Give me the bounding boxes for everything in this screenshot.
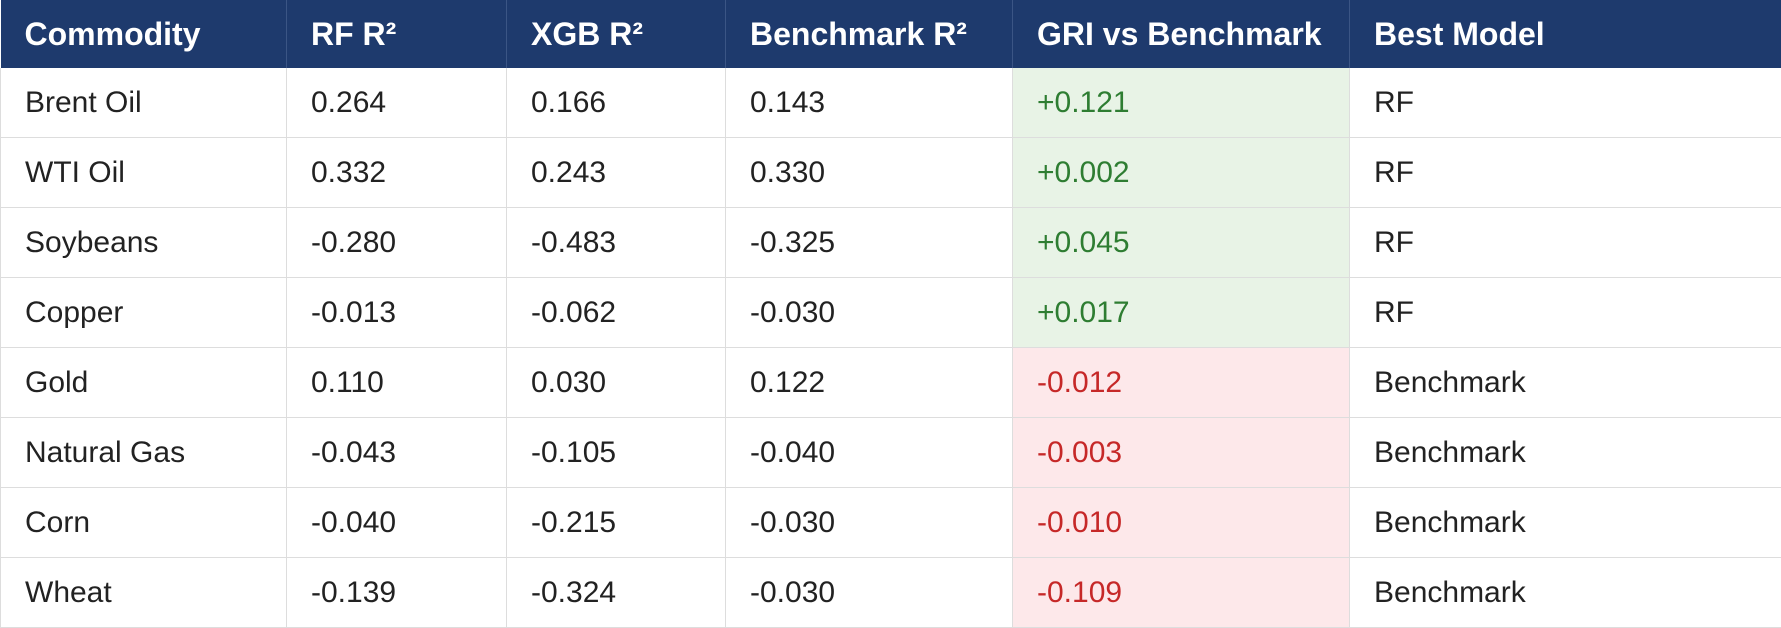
cell-commodity: Corn bbox=[1, 488, 287, 558]
cell-xgb-r2: -0.324 bbox=[507, 558, 726, 628]
cell-gri-vs-benchmark: -0.012 bbox=[1013, 348, 1350, 418]
cell-xgb-r2: -0.105 bbox=[507, 418, 726, 488]
cell-best-model: Benchmark bbox=[1350, 558, 1781, 628]
cell-rf-r2: 0.264 bbox=[287, 68, 507, 138]
cell-benchmark-r2: 0.330 bbox=[726, 138, 1013, 208]
cell-rf-r2: -0.013 bbox=[287, 278, 507, 348]
cell-commodity: Wheat bbox=[1, 558, 287, 628]
cell-best-model: Benchmark bbox=[1350, 488, 1781, 558]
cell-gri-vs-benchmark: +0.002 bbox=[1013, 138, 1350, 208]
cell-commodity: Natural Gas bbox=[1, 418, 287, 488]
cell-benchmark-r2: 0.122 bbox=[726, 348, 1013, 418]
cell-gri-vs-benchmark: -0.010 bbox=[1013, 488, 1350, 558]
cell-benchmark-r2: -0.325 bbox=[726, 208, 1013, 278]
cell-best-model: RF bbox=[1350, 278, 1781, 348]
cell-benchmark-r2: -0.030 bbox=[726, 278, 1013, 348]
cell-rf-r2: 0.110 bbox=[287, 348, 507, 418]
cell-gri-vs-benchmark: +0.017 bbox=[1013, 278, 1350, 348]
cell-benchmark-r2: 0.143 bbox=[726, 68, 1013, 138]
cell-gri-vs-benchmark: -0.003 bbox=[1013, 418, 1350, 488]
cell-rf-r2: -0.043 bbox=[287, 418, 507, 488]
header-best-model: Best Model bbox=[1350, 0, 1781, 68]
cell-commodity: WTI Oil bbox=[1, 138, 287, 208]
cell-rf-r2: -0.280 bbox=[287, 208, 507, 278]
cell-xgb-r2: 0.243 bbox=[507, 138, 726, 208]
cell-xgb-r2: -0.062 bbox=[507, 278, 726, 348]
cell-rf-r2: -0.040 bbox=[287, 488, 507, 558]
cell-best-model: Benchmark bbox=[1350, 418, 1781, 488]
cell-commodity: Copper bbox=[1, 278, 287, 348]
cell-benchmark-r2: -0.030 bbox=[726, 558, 1013, 628]
cell-commodity: Gold bbox=[1, 348, 287, 418]
cell-commodity: Soybeans bbox=[1, 208, 287, 278]
cell-best-model: RF bbox=[1350, 138, 1781, 208]
header-rf-r2: RF R² bbox=[287, 0, 507, 68]
cell-gri-vs-benchmark: +0.121 bbox=[1013, 68, 1350, 138]
cell-xgb-r2: -0.215 bbox=[507, 488, 726, 558]
header-xgb-r2: XGB R² bbox=[507, 0, 726, 68]
cell-benchmark-r2: -0.030 bbox=[726, 488, 1013, 558]
cell-xgb-r2: -0.483 bbox=[507, 208, 726, 278]
cell-commodity: Brent Oil bbox=[1, 68, 287, 138]
cell-rf-r2: -0.139 bbox=[287, 558, 507, 628]
cell-gri-vs-benchmark: -0.109 bbox=[1013, 558, 1350, 628]
header-benchmark-r2: Benchmark R² bbox=[726, 0, 1013, 68]
cell-gri-vs-benchmark: +0.045 bbox=[1013, 208, 1350, 278]
header-gri-vs-benchmark: GRI vs Benchmark bbox=[1013, 0, 1350, 68]
cell-best-model: RF bbox=[1350, 208, 1781, 278]
cell-best-model: Benchmark bbox=[1350, 348, 1781, 418]
header-row: Commodity RF R² XGB R² Benchmark R² GRI … bbox=[1, 0, 1781, 68]
cell-best-model: RF bbox=[1350, 68, 1781, 138]
header-commodity: Commodity bbox=[1, 0, 287, 68]
cell-xgb-r2: 0.030 bbox=[507, 348, 726, 418]
cell-benchmark-r2: -0.040 bbox=[726, 418, 1013, 488]
cell-xgb-r2: 0.166 bbox=[507, 68, 726, 138]
cell-rf-r2: 0.332 bbox=[287, 138, 507, 208]
